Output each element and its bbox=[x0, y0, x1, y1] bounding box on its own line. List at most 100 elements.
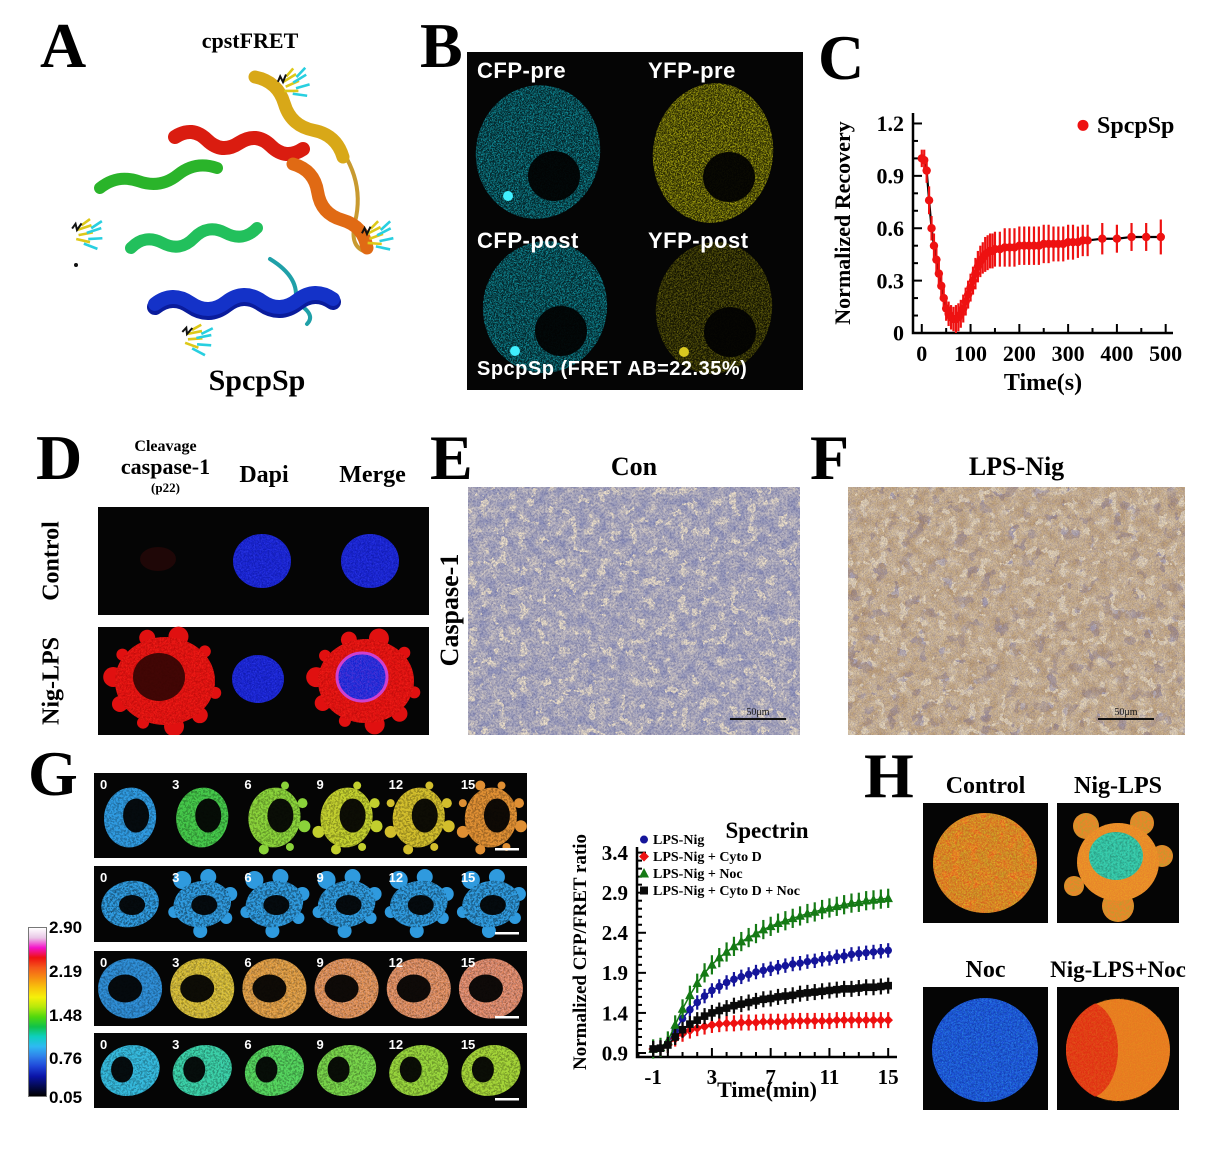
frame-time-label: 6 bbox=[244, 870, 251, 885]
merge-ring bbox=[335, 651, 389, 703]
scale-bar-label: 50μm bbox=[1114, 707, 1137, 718]
panel-f-letter: F bbox=[810, 422, 850, 493]
nucleus bbox=[468, 974, 503, 1003]
bleb bbox=[370, 820, 383, 833]
nucleus bbox=[108, 974, 143, 1003]
bleb bbox=[258, 844, 269, 855]
protein-structure-image bbox=[71, 66, 394, 357]
y-tick-label: 0.6 bbox=[877, 216, 905, 241]
frame-time-label: 12 bbox=[389, 1037, 403, 1052]
nucleus bbox=[183, 1056, 206, 1083]
nucleus bbox=[407, 895, 434, 915]
y-axis-label: Normalized CFP/FRET ratio bbox=[570, 834, 591, 1070]
x-axis-label: Time(s) bbox=[1004, 370, 1082, 396]
helix bbox=[286, 157, 374, 255]
series-spcpsp bbox=[917, 149, 1166, 333]
nucleus bbox=[119, 895, 146, 915]
g-frame-row1-t12 bbox=[384, 869, 454, 938]
x-tick-label: 3 bbox=[707, 1065, 718, 1089]
legend-label: LPS-Nig bbox=[653, 833, 704, 848]
panel-d-letter: D bbox=[36, 422, 83, 493]
g-frame-row3-t3 bbox=[172, 1044, 232, 1097]
tissue-layer bbox=[848, 487, 1185, 735]
bleb bbox=[497, 781, 506, 790]
frame-time-label: 9 bbox=[317, 870, 324, 885]
artifact-dot bbox=[74, 263, 78, 267]
dapi-nucleus bbox=[232, 655, 284, 703]
cell-body bbox=[314, 958, 379, 1019]
helix bbox=[94, 159, 223, 194]
frame-time-label: 15 bbox=[461, 1037, 475, 1052]
cell-body bbox=[458, 958, 523, 1019]
bleb bbox=[481, 924, 496, 938]
panel-c-letter: C bbox=[818, 22, 865, 93]
svg-defs bbox=[0, 0, 1, 1]
frame-time-label: 15 bbox=[461, 777, 475, 792]
caspase-cell bbox=[103, 626, 222, 735]
g-frame-row2-t0 bbox=[98, 958, 163, 1019]
panel-b-label-cfp-post: CFP-post bbox=[477, 228, 579, 253]
nucleus bbox=[123, 798, 150, 833]
frame-time-label: 12 bbox=[389, 955, 403, 970]
fluorophore-probe-icon bbox=[361, 220, 394, 251]
y-tick-label: 2.4 bbox=[602, 921, 629, 945]
nucleus bbox=[111, 1056, 134, 1083]
cell-quadrant-2 bbox=[482, 241, 608, 373]
panel-b-label-cfp-pre: CFP-pre bbox=[477, 58, 567, 83]
colorbar-label-4: 0.05 bbox=[49, 1088, 83, 1107]
colorbar-label-3: 0.76 bbox=[49, 1049, 83, 1068]
frame-time-label: 6 bbox=[244, 955, 251, 970]
panel-d-header-merge: Merge bbox=[339, 462, 406, 488]
histology-lpsnig-image: 50μm bbox=[848, 487, 1185, 735]
tissue-layer bbox=[848, 487, 1185, 735]
panel-b-label-yfp-post: YFP-post bbox=[648, 228, 749, 253]
bleb bbox=[265, 924, 280, 938]
panel-e-letter: E bbox=[430, 422, 473, 493]
bleb bbox=[330, 844, 341, 855]
g-frame-row1-t9 bbox=[312, 869, 382, 938]
panel-d-header-caspase1: caspase-1 bbox=[120, 454, 211, 479]
scale-bar-label: 50μm bbox=[746, 707, 769, 718]
overlays bbox=[1066, 998, 1170, 1102]
bleb bbox=[1064, 876, 1084, 896]
cell-body bbox=[461, 1044, 521, 1097]
helix bbox=[125, 222, 263, 254]
bleb bbox=[403, 844, 414, 855]
series-lps-nig-cyto-d-noc bbox=[649, 977, 892, 1057]
x-tick-label: 0 bbox=[916, 341, 927, 366]
bright-spot bbox=[510, 346, 520, 356]
cell-body bbox=[115, 637, 215, 725]
panel-e-title: Con bbox=[610, 452, 658, 481]
bleb bbox=[475, 780, 486, 791]
bleb bbox=[193, 924, 208, 938]
y-tick-label: 0.9 bbox=[602, 1041, 628, 1065]
merge-nucleus bbox=[337, 653, 387, 701]
frame-time-label: 3 bbox=[172, 777, 179, 792]
g-frame-row3-t12 bbox=[389, 1044, 449, 1097]
frame-time-label: 12 bbox=[389, 870, 403, 885]
bleb bbox=[317, 871, 336, 889]
panel-h-letter: H bbox=[864, 740, 914, 811]
nucleus bbox=[479, 895, 506, 915]
bleb bbox=[386, 799, 395, 808]
x-axis-label: Time(min) bbox=[717, 1077, 817, 1102]
frame-time-label: 0 bbox=[100, 955, 107, 970]
cell-body bbox=[173, 880, 232, 928]
frame-time-label: 12 bbox=[389, 777, 403, 792]
panel-h-label-niglpsnoc: Nig-LPS+Noc bbox=[1050, 957, 1186, 982]
fluorophore-probe-icon bbox=[71, 218, 103, 251]
h-cell-niglps bbox=[1064, 811, 1173, 922]
frame-time-label: 0 bbox=[100, 1037, 107, 1052]
g-strip-row0 bbox=[94, 773, 527, 858]
legend-label: LPS-Nig + Noc bbox=[653, 867, 743, 882]
bleb bbox=[389, 871, 408, 889]
panel-d-header-dapi: Dapi bbox=[239, 462, 289, 488]
y-tick-label: 1.9 bbox=[602, 961, 628, 985]
histology-con-image: 50μm bbox=[468, 487, 800, 735]
bleb bbox=[285, 842, 294, 851]
legend-label: SpcpSp bbox=[1097, 113, 1174, 139]
axes: 0 100 200 300 400 500 0 0.3 0.6 0.9 1.2 bbox=[877, 111, 1183, 366]
cell-body bbox=[170, 958, 235, 1019]
x-tick-label: 400 bbox=[1100, 341, 1133, 366]
